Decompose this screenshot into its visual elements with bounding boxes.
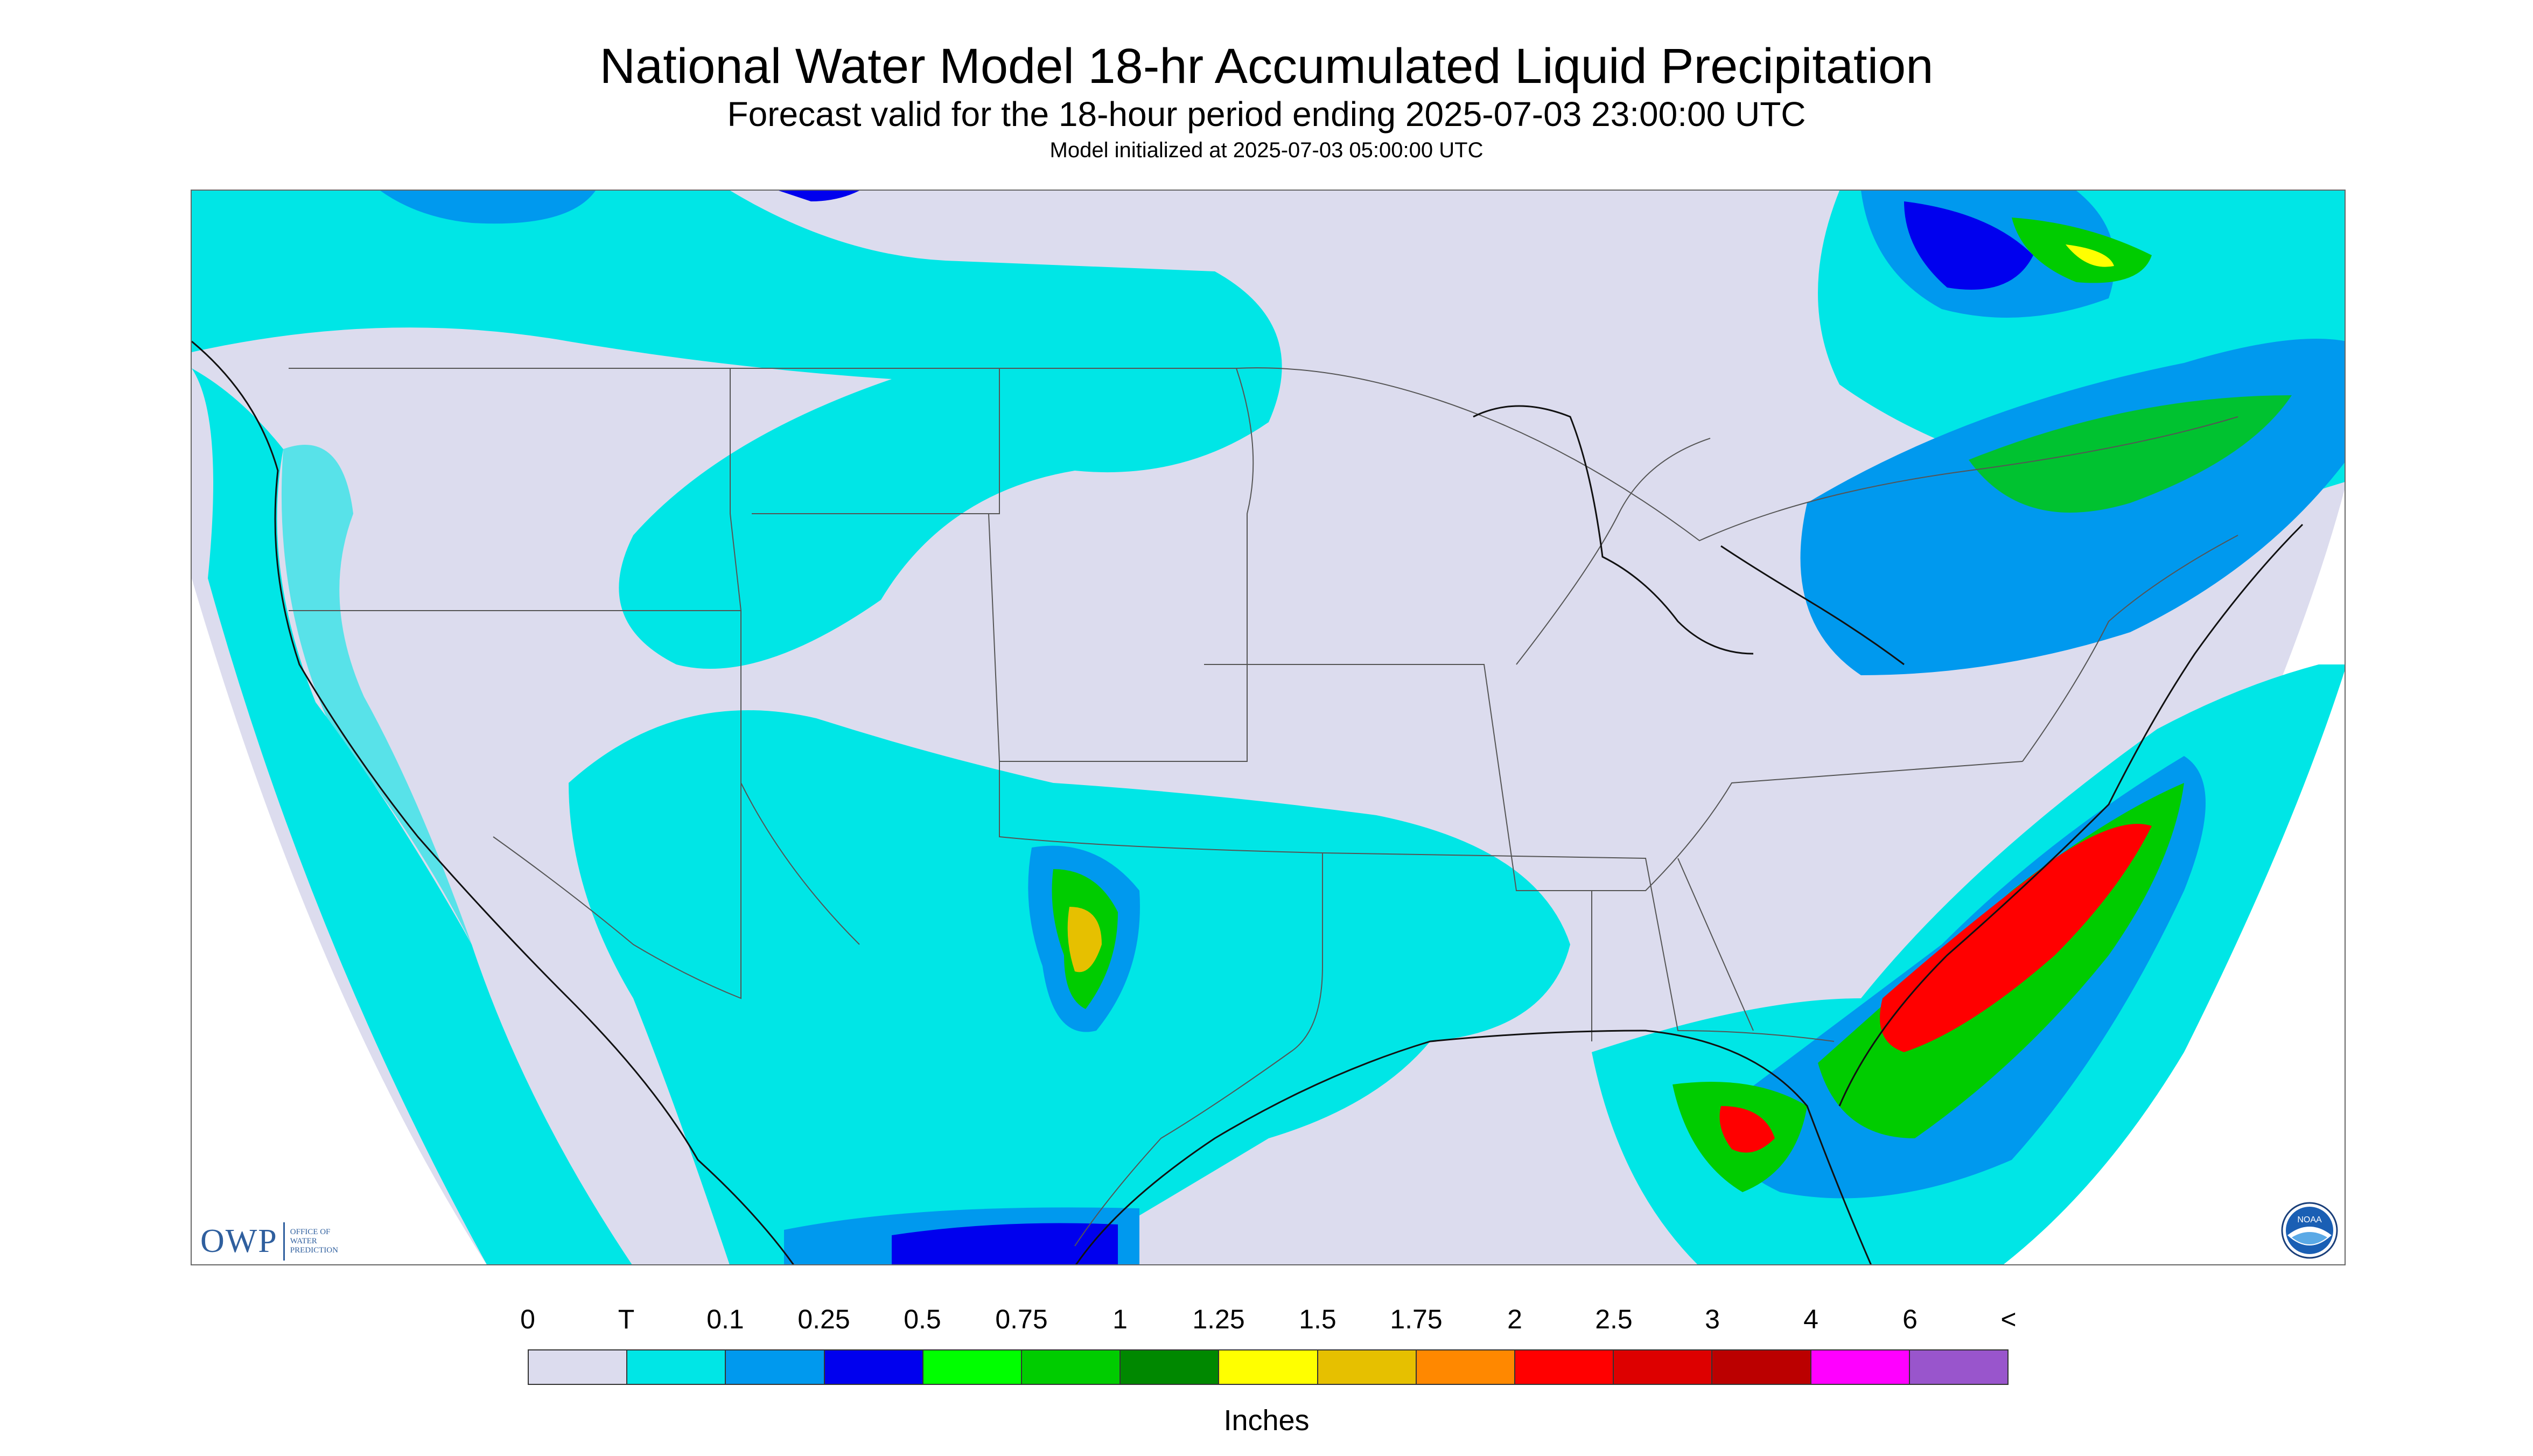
precip-florida-red [1719, 1106, 1775, 1153]
state-borders [289, 367, 2238, 1247]
legend-label: 1.25 [1192, 1304, 1245, 1334]
legend-swatch [1219, 1350, 1318, 1384]
owp-logo-mark: OWP [200, 1222, 285, 1261]
legend-labels: 0 T 0.1 0.25 0.5 0.75 1 1.25 1.5 1.75 2 … [0, 1303, 2533, 1335]
precip-atlantic-red [1880, 824, 2152, 1052]
precip-north-deep [779, 191, 859, 201]
legend-label: 0.25 [797, 1304, 850, 1334]
legend-swatch [1318, 1350, 1417, 1384]
legend-swatch [627, 1350, 726, 1384]
legend-label: 1.5 [1299, 1304, 1337, 1334]
legend-swatch [1712, 1350, 1811, 1384]
coastlines [192, 340, 2304, 1264]
legend-label: 0.75 [995, 1304, 1048, 1334]
domain-mask-right [2002, 489, 2345, 1264]
legend-label: < [2000, 1304, 2017, 1334]
legend-label: 4 [1803, 1304, 1818, 1334]
precip-quebec-deep [1904, 201, 2033, 290]
legend-swatch [726, 1350, 825, 1384]
precip-north-blue [380, 191, 596, 224]
owp-logo: OWP OFFICE OF WATER PREDICTION [200, 1222, 355, 1261]
legend-swatch [1416, 1350, 1516, 1384]
legend-swatch [1515, 1350, 1614, 1384]
noaa-logo: NOAA [2281, 1202, 2338, 1259]
precip-mexico-deep [892, 1223, 1118, 1264]
precip-texas-max [1067, 907, 1102, 972]
legend-label: 3 [1705, 1304, 1720, 1334]
precip-pacific-west [192, 368, 632, 1264]
legend-swatch [1811, 1350, 1910, 1384]
domain-mask-left [192, 578, 487, 1264]
legend-label: 6 [1902, 1304, 1918, 1334]
legend-swatch [1909, 1350, 2008, 1384]
precip-north-band [192, 191, 1282, 669]
model-init-time: Model initialized at 2025-07-03 05:00:00… [1049, 138, 1484, 162]
legend-label: 0.5 [904, 1304, 941, 1334]
map-subtitle: Forecast valid for the 18-hour period en… [727, 95, 1806, 134]
map-canvas [192, 191, 2345, 1264]
noaa-logo-text: NOAA [2297, 1215, 2322, 1224]
legend-swatch [923, 1350, 1023, 1384]
legend-swatch [824, 1350, 923, 1384]
precip-quebec-max [2066, 244, 2114, 267]
legend-label: 2.5 [1595, 1304, 1633, 1334]
legend-label: 0.1 [706, 1304, 744, 1334]
legend-label: 1.75 [1390, 1304, 1443, 1334]
legend-swatch [1022, 1350, 1121, 1384]
legend-label: T [618, 1304, 635, 1334]
map-title: National Water Model 18-hr Accumulated L… [599, 39, 1934, 94]
legend-label: 0 [520, 1304, 535, 1334]
legend-swatch [529, 1350, 628, 1384]
legend-label: 2 [1507, 1304, 1522, 1334]
legend-swatch [1121, 1350, 1220, 1384]
legend-colorbar [528, 1349, 2009, 1385]
owp-logo-text: OFFICE OF WATER PREDICTION [290, 1228, 338, 1255]
precip-pacific-coast [281, 445, 472, 944]
precipitation-map [191, 190, 2346, 1265]
legend-units: Inches [1223, 1404, 1310, 1437]
legend-label: 1 [1112, 1304, 1128, 1334]
legend-swatch [1614, 1350, 1713, 1384]
